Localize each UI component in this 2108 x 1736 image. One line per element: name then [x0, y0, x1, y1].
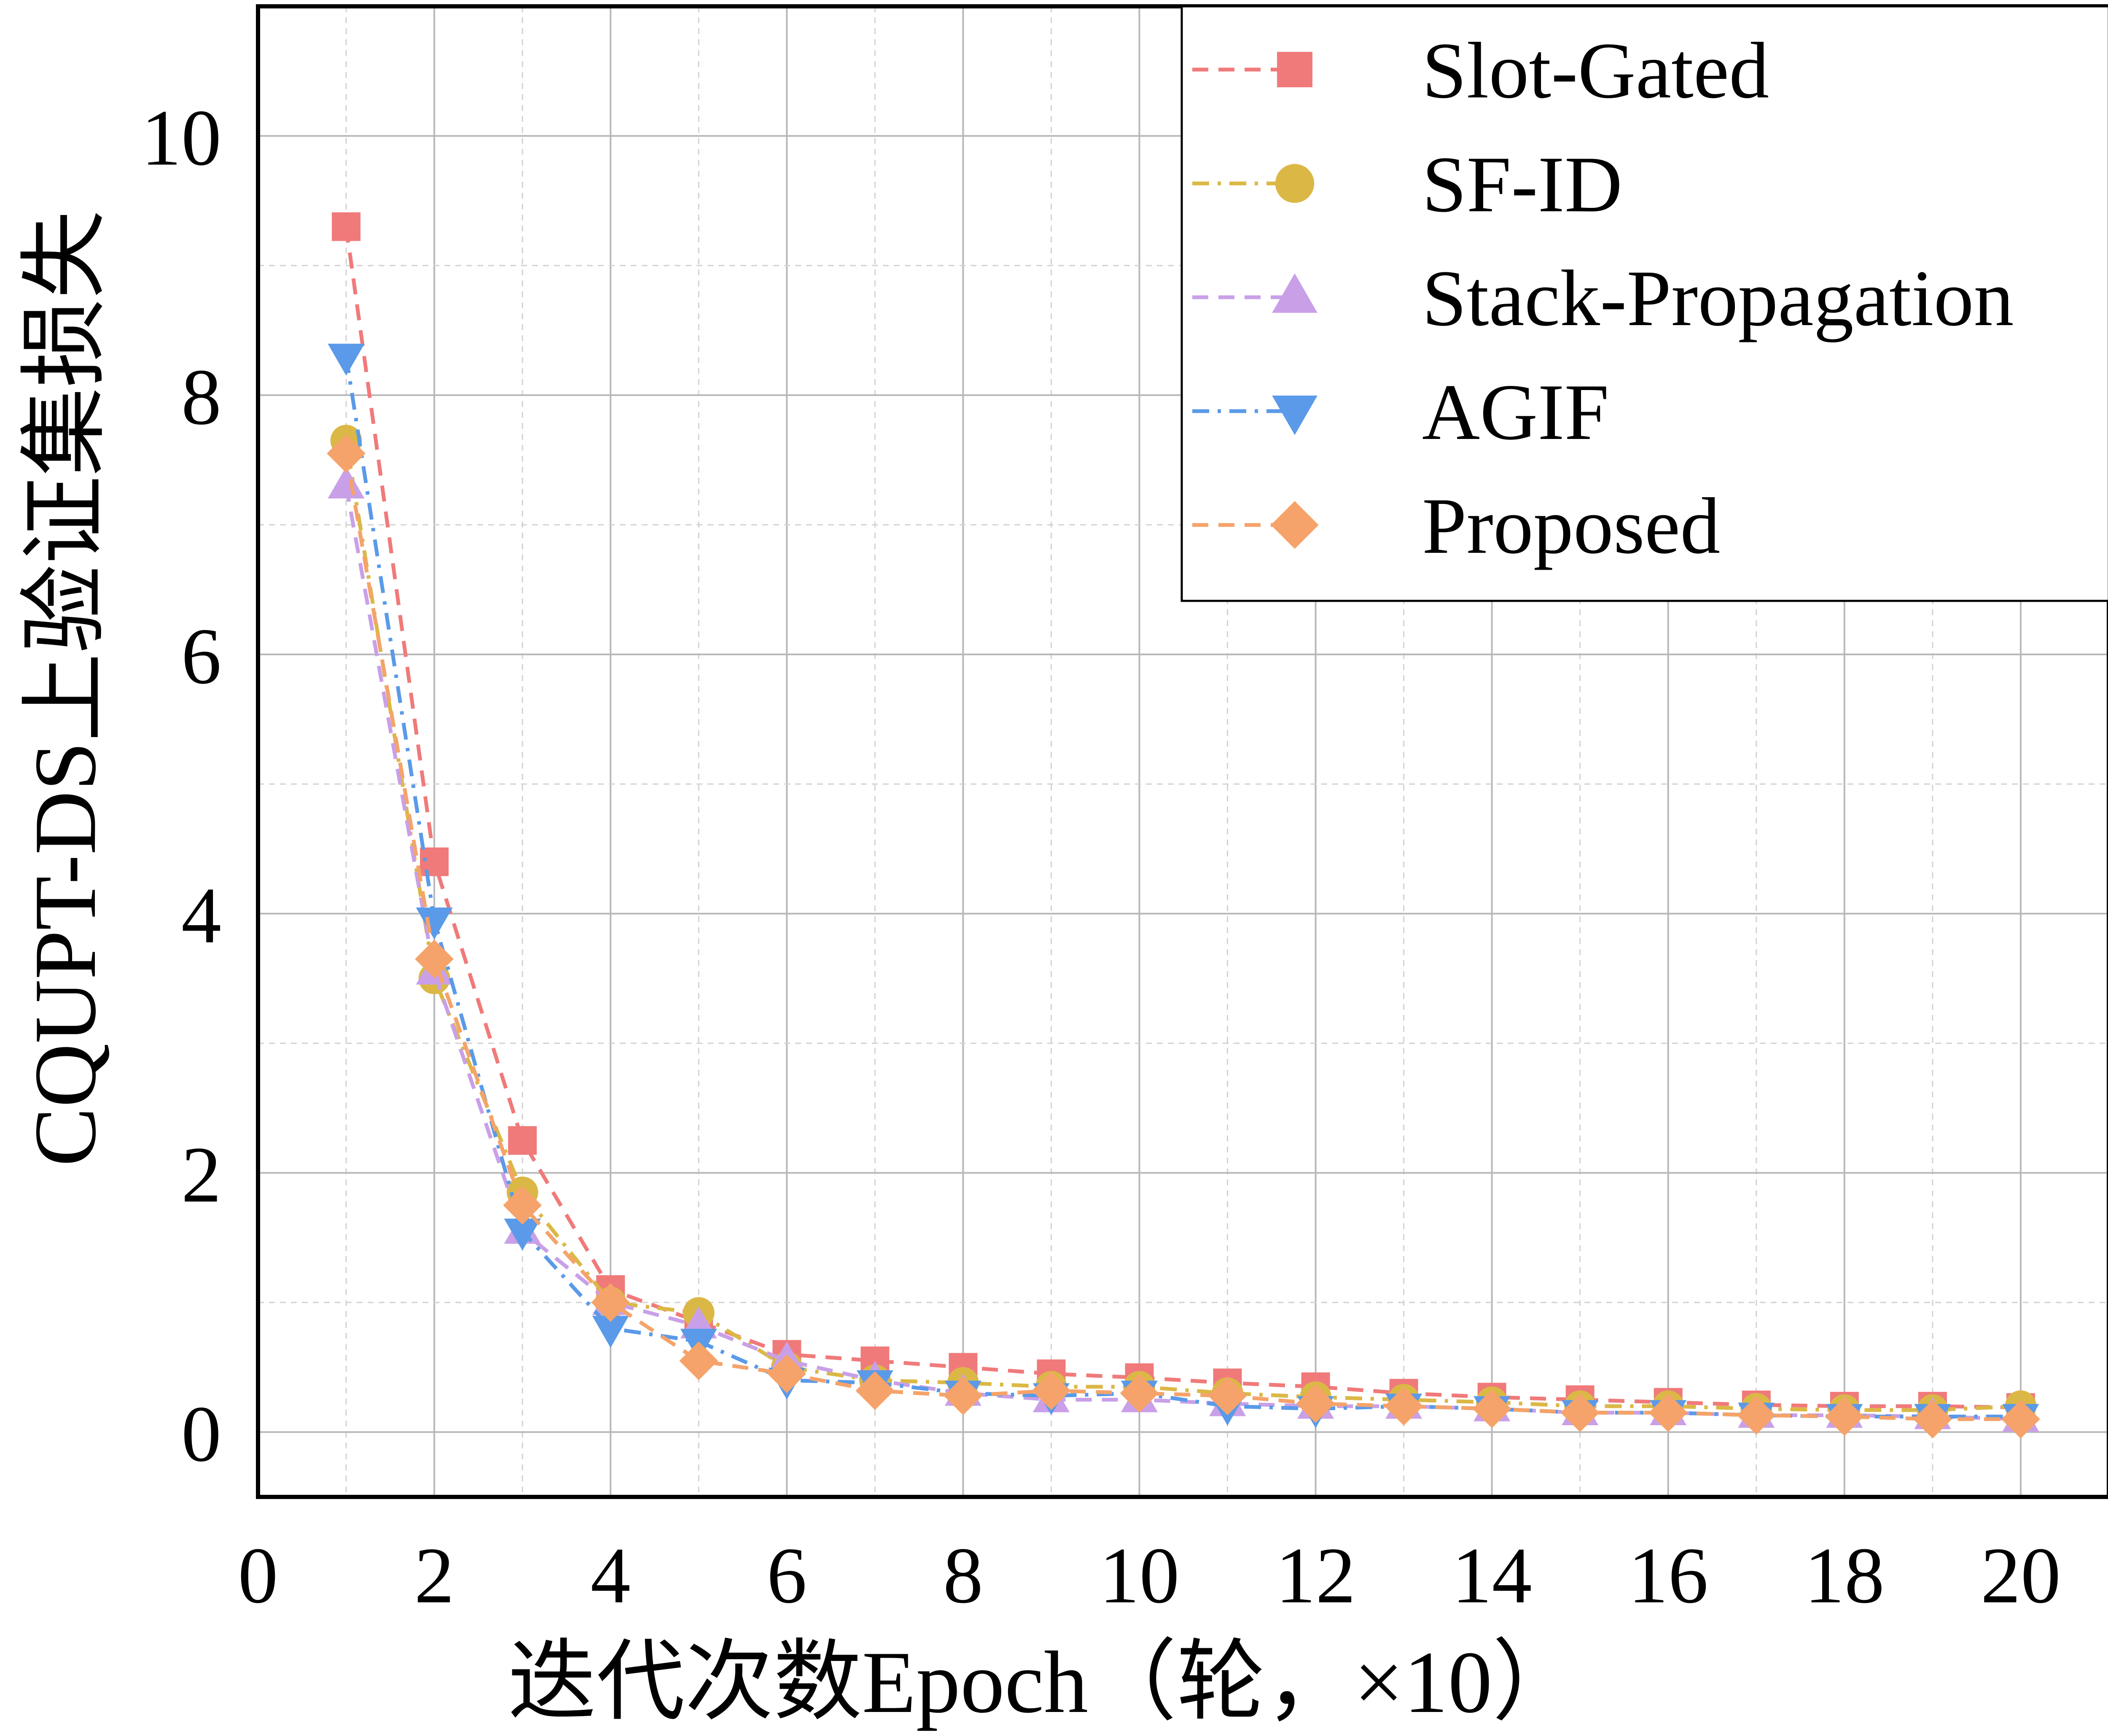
y-tick-label: 0: [181, 1390, 221, 1478]
y-tick-label: 4: [181, 872, 221, 960]
x-tick-label: 12: [1276, 1531, 1356, 1620]
data-point: [1472, 1389, 1511, 1428]
x-tick-label: 0: [238, 1531, 278, 1620]
data-point: [2001, 1400, 2040, 1439]
legend-marker: [1271, 501, 1319, 549]
legend-marker: [1272, 396, 1318, 435]
data-point: [1120, 1374, 1159, 1413]
data-point: [944, 1376, 983, 1416]
x-axis-title: 迭代次数Epoch（轮，×10）: [508, 1634, 1581, 1731]
axis-ticks: 0 2 4 6 8 10 12 14 16 18 20 0 2 4 6 8 10: [141, 94, 2061, 1620]
y-tick-label: 2: [181, 1131, 221, 1219]
legend-entry: Stack-Propagation: [1192, 254, 2014, 343]
data-point: [1560, 1393, 1600, 1432]
data-point: [1648, 1393, 1688, 1432]
legend-label: Stack-Propagation: [1422, 254, 2014, 343]
x-tick-label: 14: [1452, 1531, 1532, 1620]
data-point: [327, 434, 366, 473]
data-point: [328, 344, 365, 376]
data-point: [332, 212, 361, 241]
data-point: [508, 1126, 537, 1155]
data-point: [328, 466, 365, 499]
series-line: [344, 453, 2021, 1421]
x-tick-label: 6: [767, 1531, 807, 1620]
legend-entry: AGIF: [1192, 368, 1609, 457]
data-point: [416, 907, 453, 940]
data-point: [1825, 1397, 1864, 1436]
legend-entry: Slot-Gated: [1192, 27, 1769, 115]
legend-label: SF-ID: [1422, 140, 1622, 229]
data-point: [504, 1219, 541, 1251]
x-tick-label: 2: [414, 1531, 454, 1620]
legend-label: AGIF: [1422, 368, 1609, 457]
legend-marker: [1277, 52, 1312, 87]
y-axis-title: CQUPT-DS上验证集损失: [16, 210, 114, 1167]
data-point: [1032, 1371, 1071, 1410]
legend-entry: Proposed: [1192, 482, 1720, 571]
data-point: [767, 1354, 807, 1393]
legend-label: Proposed: [1422, 482, 1720, 571]
data-point: [1737, 1396, 1776, 1435]
data-point: [1384, 1386, 1423, 1426]
data-point: [1913, 1400, 1952, 1439]
data-point: [420, 847, 449, 876]
data-point: [591, 1283, 630, 1322]
legend-entry: SF-ID: [1192, 140, 1622, 229]
legend-label: Slot-Gated: [1422, 27, 1769, 115]
legend-marker: [1275, 164, 1315, 203]
series-lines: [327, 212, 2040, 1439]
series-proposed: [327, 434, 2040, 1439]
data-point: [592, 1316, 629, 1348]
y-tick-label: 8: [181, 353, 221, 441]
legend-marker: [1272, 273, 1318, 313]
data-point: [1296, 1384, 1335, 1423]
data-point: [1208, 1376, 1247, 1416]
x-tick-label: 16: [1628, 1531, 1708, 1620]
x-tick-label: 8: [943, 1531, 983, 1620]
data-point: [503, 1186, 542, 1225]
y-tick-label: 10: [141, 94, 221, 182]
y-tick-label: 6: [181, 612, 221, 701]
data-point: [679, 1341, 718, 1381]
x-tick-label: 18: [1804, 1531, 1885, 1620]
data-point: [855, 1371, 895, 1410]
legend-box: [1180, 5, 2108, 602]
legend: Slot-Gated SF-ID Stack-Propagation AGIF Prop…: [1180, 5, 2108, 602]
x-tick-label: 4: [591, 1531, 631, 1620]
data-point: [415, 939, 454, 979]
x-tick-label: 20: [1981, 1531, 2061, 1620]
x-tick-label: 10: [1099, 1531, 1179, 1620]
